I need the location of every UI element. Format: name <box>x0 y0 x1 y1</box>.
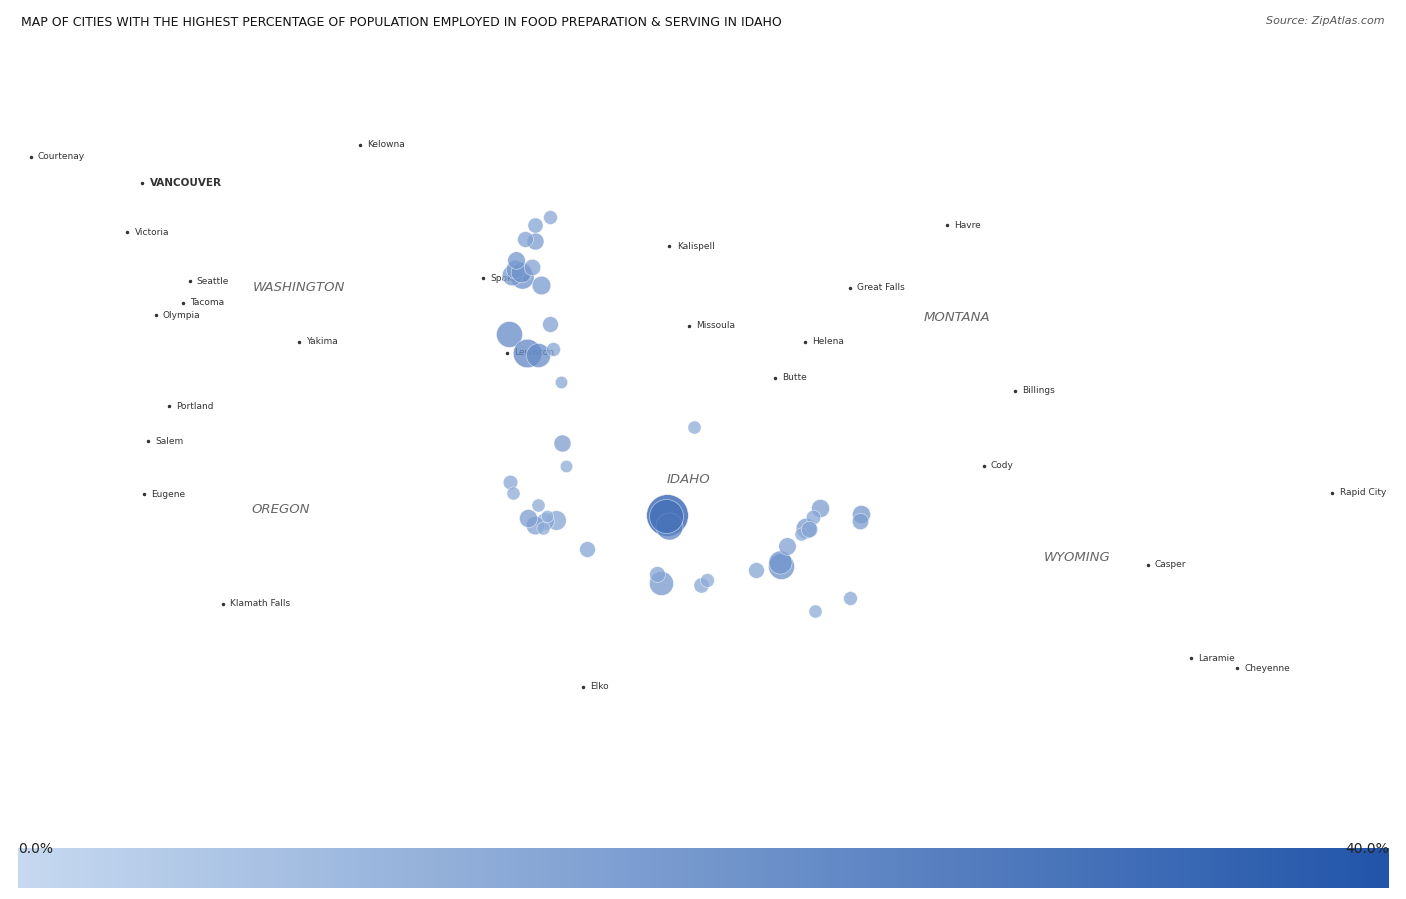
Text: WYOMING: WYOMING <box>1043 551 1111 564</box>
Text: Tacoma: Tacoma <box>190 298 225 307</box>
Point <box>524 234 547 248</box>
Point <box>501 268 523 282</box>
Text: Havre: Havre <box>953 220 980 229</box>
Point <box>849 514 872 529</box>
Point <box>683 420 706 434</box>
Point <box>801 510 824 524</box>
Point <box>530 278 553 292</box>
Point <box>534 513 557 528</box>
Point <box>551 436 574 450</box>
Point <box>650 576 672 591</box>
Text: 40.0%: 40.0% <box>1346 842 1389 857</box>
Text: Rapid City: Rapid City <box>1340 488 1386 497</box>
Text: Portland: Portland <box>176 402 214 411</box>
Point <box>536 509 558 523</box>
Point <box>770 558 793 573</box>
Text: Courtenay: Courtenay <box>38 153 84 162</box>
Text: Helena: Helena <box>813 337 845 346</box>
Point <box>655 509 678 523</box>
Point <box>538 209 561 224</box>
Text: Salem: Salem <box>155 437 183 446</box>
Text: Kalispell: Kalispell <box>676 242 714 251</box>
Point <box>505 253 527 267</box>
Point <box>546 512 568 527</box>
Point <box>804 604 827 619</box>
Point <box>849 507 872 521</box>
Point <box>655 508 678 522</box>
Point <box>555 459 578 474</box>
Point <box>789 527 811 541</box>
Text: Eugene: Eugene <box>152 490 186 499</box>
Point <box>503 263 526 277</box>
Text: Lewiston: Lewiston <box>515 348 554 357</box>
Text: 0.0%: 0.0% <box>18 842 53 857</box>
Text: Casper: Casper <box>1154 560 1187 569</box>
Point <box>527 498 550 512</box>
Text: Laramie: Laramie <box>1198 654 1234 663</box>
Text: Klamath Falls: Klamath Falls <box>229 600 290 609</box>
Text: IDAHO: IDAHO <box>666 473 710 485</box>
Text: Olympia: Olympia <box>163 311 201 320</box>
Point <box>808 501 831 515</box>
Point <box>838 591 860 605</box>
Text: Elko: Elko <box>591 682 609 691</box>
Point <box>522 260 544 274</box>
Text: Spokane: Spokane <box>491 274 529 283</box>
Text: VANCOUVER: VANCOUVER <box>149 178 222 188</box>
Text: Great Falls: Great Falls <box>856 283 904 292</box>
Text: Yakima: Yakima <box>305 337 337 346</box>
Text: Seattle: Seattle <box>197 277 229 286</box>
Point <box>524 218 547 232</box>
Point <box>510 264 533 279</box>
Text: Cheyenne: Cheyenne <box>1244 664 1291 673</box>
Text: Source: ZipAtlas.com: Source: ZipAtlas.com <box>1267 16 1385 26</box>
Point <box>769 555 792 569</box>
Point <box>527 348 550 362</box>
Point <box>645 566 668 581</box>
Point <box>502 485 524 500</box>
Text: Cody: Cody <box>991 461 1014 470</box>
Text: Billings: Billings <box>1022 387 1054 396</box>
Point <box>696 573 718 587</box>
Text: Victoria: Victoria <box>135 227 169 236</box>
Point <box>523 518 546 532</box>
Text: Butte: Butte <box>783 373 807 382</box>
Point <box>499 476 522 490</box>
Point <box>543 342 565 356</box>
Text: WASHINGTON: WASHINGTON <box>253 281 346 294</box>
Point <box>531 521 554 535</box>
Point <box>515 345 537 360</box>
Text: MONTANA: MONTANA <box>924 311 991 325</box>
Point <box>515 232 537 246</box>
Point <box>498 327 520 342</box>
Point <box>575 542 598 556</box>
Text: Missoula: Missoula <box>696 321 735 330</box>
Point <box>799 521 821 536</box>
Point <box>794 521 817 535</box>
Text: OREGON: OREGON <box>252 503 311 516</box>
Point <box>689 577 711 592</box>
Point <box>745 563 768 577</box>
Point <box>776 539 799 553</box>
Point <box>510 270 533 284</box>
Text: Kelowna: Kelowna <box>367 140 405 149</box>
Text: MAP OF CITIES WITH THE HIGHEST PERCENTAGE OF POPULATION EMPLOYED IN FOOD PREPARA: MAP OF CITIES WITH THE HIGHEST PERCENTAG… <box>21 16 782 29</box>
Point <box>516 511 538 525</box>
Point <box>550 375 572 389</box>
Point <box>538 316 561 331</box>
Point <box>658 519 681 533</box>
